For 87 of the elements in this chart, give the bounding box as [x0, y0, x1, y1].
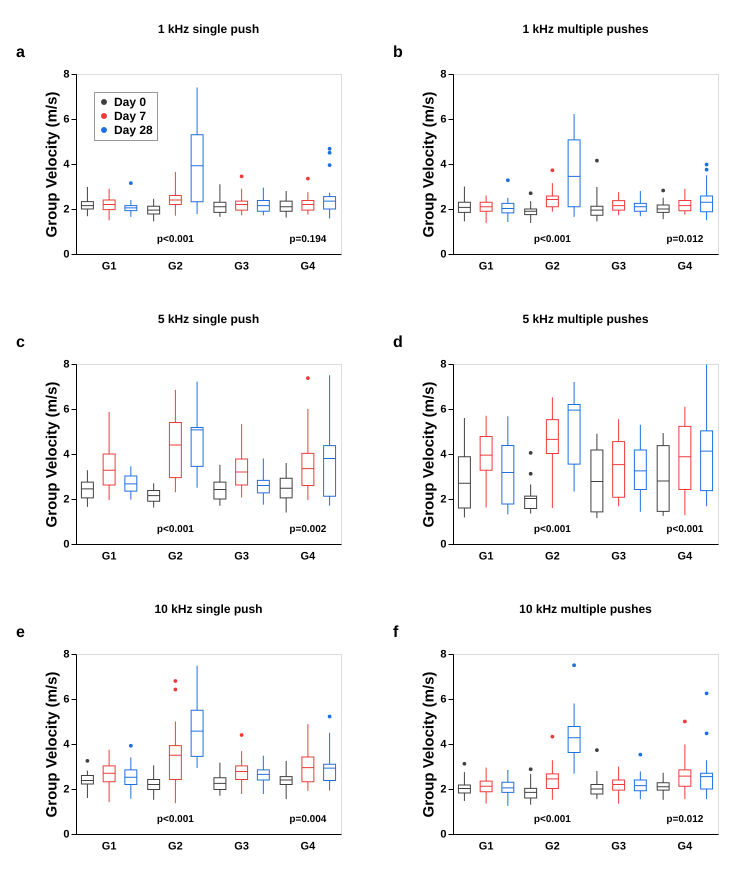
legend-label: Day 28 — [114, 123, 154, 137]
x-tick-label: G2 — [168, 260, 183, 272]
x-tick-label: G4 — [678, 840, 694, 852]
annotation: p=0.012 — [666, 234, 704, 245]
text: e — [16, 624, 25, 641]
chart-title: 5 kHz multiple pushes — [522, 312, 649, 326]
y-tick-label: 2 — [440, 784, 446, 796]
y-tick-label: 8 — [440, 358, 446, 370]
x-tick-label: G3 — [234, 840, 249, 852]
y-axis-title: Group Velocity (m/s) — [420, 382, 438, 528]
x-tick-label: G2 — [168, 840, 183, 852]
x-tick-label: G1 — [102, 840, 116, 852]
y-tick-label: 2 — [63, 494, 70, 506]
y-tick-label: 8 — [440, 648, 446, 660]
x-tick-label: G4 — [678, 550, 694, 562]
y-tick-label: 6 — [63, 404, 70, 416]
x-tick-label: G1 — [478, 260, 494, 272]
y-tick-label: 0 — [63, 828, 70, 840]
chart-title: 1 kHz single push — [158, 22, 260, 36]
x-tick-label: G3 — [611, 550, 626, 562]
y-tick-label: 6 — [63, 114, 70, 126]
legend-label: Day 0 — [114, 95, 146, 109]
annotation: p=0.194 — [289, 234, 327, 245]
y-tick-label: 0 — [63, 538, 70, 550]
y-tick-label: 6 — [440, 694, 446, 706]
y-tick-label: 4 — [63, 448, 70, 460]
x-tick-label: G1 — [102, 260, 116, 272]
y-tick-label: 8 — [63, 358, 70, 370]
chart-title: 10 kHz single push — [154, 602, 263, 616]
annotation: p<0.001 — [666, 524, 704, 535]
y-tick-label: 6 — [63, 694, 70, 706]
x-tick-label: G1 — [102, 550, 116, 562]
y-tick-label: 4 — [63, 738, 70, 750]
x-tick-label: G4 — [300, 260, 316, 272]
annotation: p<0.001 — [534, 234, 572, 245]
x-tick-label: G1 — [478, 840, 494, 852]
x-tick-label: G2 — [168, 550, 183, 562]
x-tick-label: G3 — [234, 550, 249, 562]
annotation: p<0.001 — [534, 814, 572, 825]
x-tick-label: G3 — [611, 840, 626, 852]
x-tick-label: G3 — [234, 260, 249, 272]
y-tick-label: 4 — [63, 158, 70, 170]
x-tick-label: G2 — [545, 840, 560, 852]
y-tick-label: 8 — [63, 648, 70, 660]
y-tick-label: 8 — [440, 68, 446, 80]
y-tick-label: 6 — [440, 404, 446, 416]
x-tick-label: G2 — [545, 550, 560, 562]
annotation: p<0.001 — [534, 524, 572, 535]
text: d — [393, 334, 403, 351]
y-axis-title: Group Velocity (m/s) — [43, 382, 60, 528]
x-tick-label: G3 — [611, 260, 626, 272]
annotation: p=0.002 — [289, 524, 327, 535]
y-tick-label: 0 — [440, 248, 446, 260]
y-axis-title: Group Velocity (m/s) — [43, 92, 60, 238]
y-tick-label: 4 — [440, 738, 448, 750]
x-tick-label: G4 — [678, 260, 694, 272]
x-tick-label: G4 — [300, 840, 316, 852]
y-tick-label: 2 — [440, 494, 446, 506]
y-tick-label: 2 — [63, 784, 70, 796]
x-tick-label: G4 — [300, 550, 316, 562]
legend-label: Day 7 — [114, 109, 146, 123]
x-tick-label: G1 — [478, 550, 494, 562]
y-tick-label: 6 — [440, 114, 446, 126]
chart-title: 10 kHz multiple pushes — [519, 602, 652, 616]
y-axis-title: Group Velocity (m/s) — [420, 672, 438, 818]
annotation: p=0.004 — [289, 814, 327, 825]
text: b — [393, 44, 403, 61]
y-tick-label: 2 — [440, 204, 446, 216]
x-tick-label: G2 — [545, 260, 560, 272]
y-axis-title: Group Velocity (m/s) — [420, 92, 438, 238]
y-tick-label: 4 — [440, 158, 448, 170]
annotation: p=0.012 — [666, 814, 704, 825]
chart-title: 1 kHz multiple pushes — [522, 22, 649, 36]
annotation: p<0.001 — [156, 234, 194, 245]
annotation: p<0.001 — [156, 524, 194, 535]
annotation: p<0.001 — [156, 814, 194, 825]
y-axis-title: Group Velocity (m/s) — [43, 672, 60, 818]
y-tick-label: 0 — [63, 248, 70, 260]
text: c — [16, 334, 25, 351]
text: f — [393, 624, 399, 641]
y-tick-label: 0 — [440, 538, 446, 550]
y-tick-label: 0 — [440, 828, 446, 840]
y-tick-label: 4 — [440, 448, 448, 460]
y-tick-label: 8 — [63, 68, 70, 80]
chart-title: 5 kHz single push — [158, 312, 260, 326]
text: a — [16, 44, 25, 61]
y-tick-label: 2 — [63, 204, 70, 216]
